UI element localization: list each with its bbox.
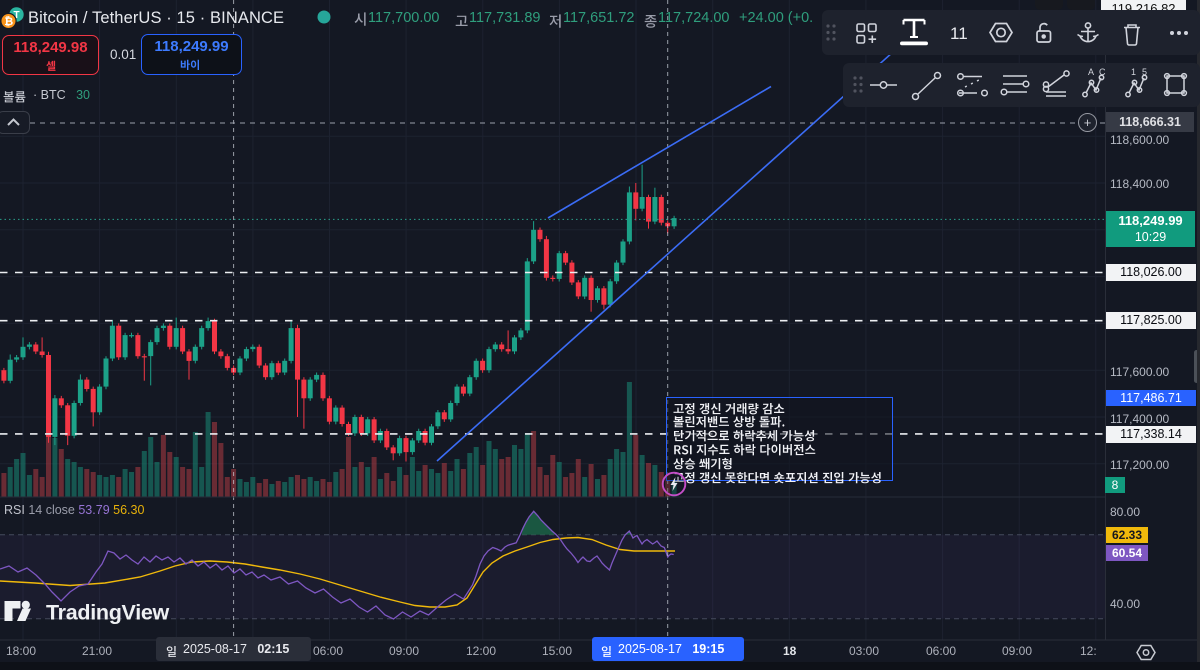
svg-text:1: 1 xyxy=(1131,67,1136,77)
svg-text:11: 11 xyxy=(950,24,968,43)
svg-text:5: 5 xyxy=(1142,67,1147,77)
svg-text:A: A xyxy=(1088,67,1094,77)
svg-text:₿: ₿ xyxy=(4,16,13,28)
svg-text:TradingView: TradingView xyxy=(46,601,170,625)
svg-text:C: C xyxy=(1099,67,1106,77)
svg-text:T: T xyxy=(13,10,19,21)
